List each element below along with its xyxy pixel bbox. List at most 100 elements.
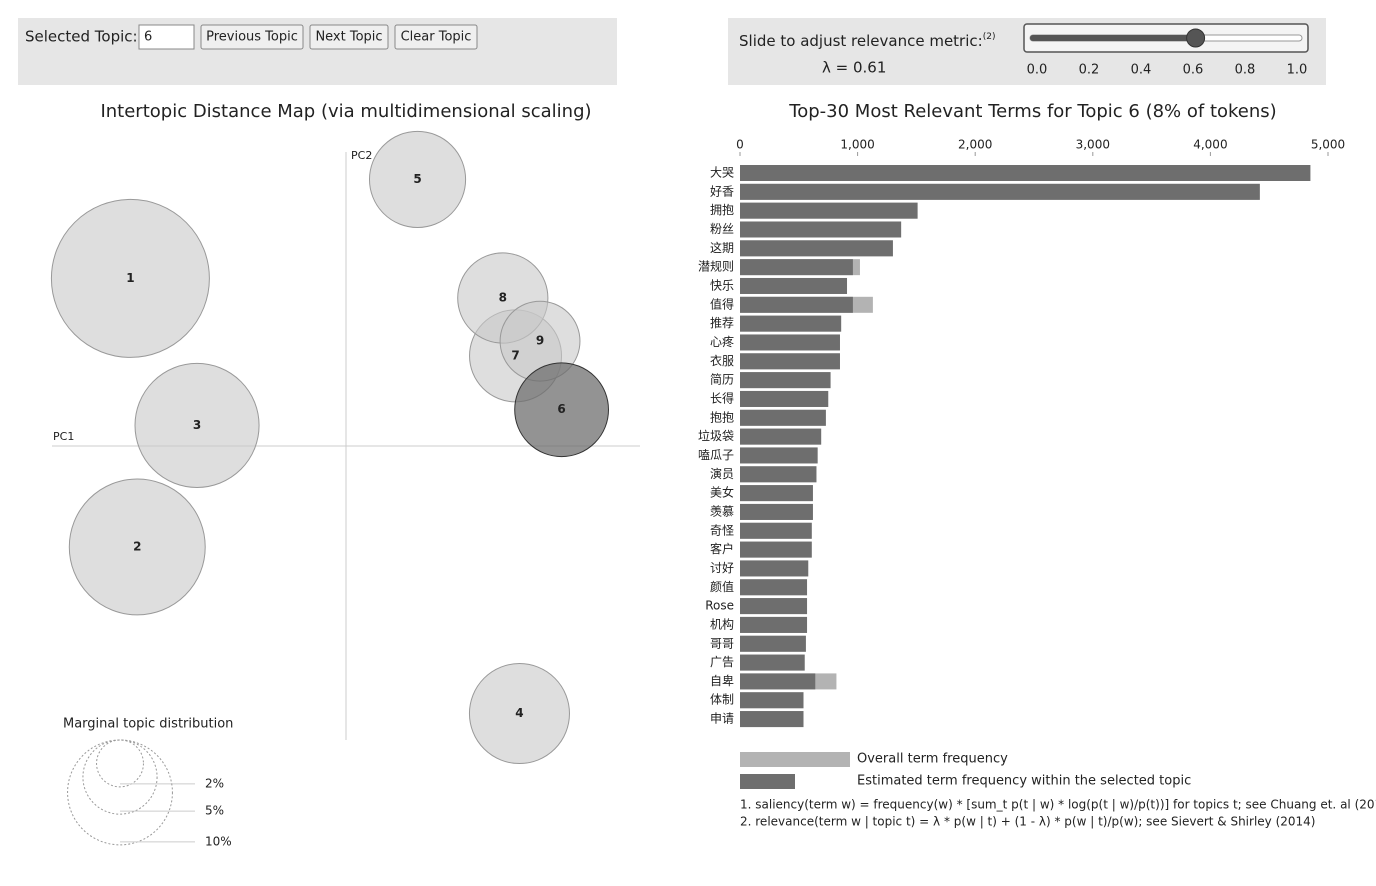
topic-label: 7: [511, 348, 519, 362]
slider-tick-label: 0.2: [1079, 63, 1100, 78]
topic-input[interactable]: 6: [138, 24, 195, 50]
x-axis-label: PC1: [53, 430, 74, 443]
topic-label: 8: [499, 291, 507, 305]
size-legend-label: 2%: [205, 776, 224, 790]
term-label: 粉丝: [710, 222, 734, 236]
term-bar: [740, 541, 812, 558]
term-label: 客户: [710, 541, 734, 556]
topic-label: 6: [557, 402, 565, 416]
slider-note: (2): [983, 32, 996, 42]
term-bar: [740, 503, 813, 520]
footnote: 1. saliency(term w) = frequency(w) * [su…: [740, 798, 1376, 812]
y-axis-label: PC2: [351, 149, 372, 162]
previous-button[interactable]: Previous Topic: [200, 24, 304, 50]
term-bar: [740, 711, 804, 728]
legend-label: Overall term frequency: [857, 752, 1008, 767]
footnote: 2. relevance(term w | topic t) = λ * p(w…: [740, 815, 1315, 829]
term-bar: [740, 692, 804, 709]
size-legend-label: 5%: [205, 804, 224, 818]
size-legend-title: Marginal topic distribution: [63, 717, 233, 732]
slider-tick-label: 0.8: [1235, 63, 1256, 78]
term-label: 奇怪: [710, 523, 734, 537]
button-label: Next Topic: [315, 30, 382, 45]
term-bar: [740, 259, 853, 276]
term-label: 广告: [710, 655, 734, 669]
term-label: 值得: [710, 296, 734, 311]
topic-label: 1: [126, 271, 134, 285]
term-bar: [740, 353, 840, 370]
term-bar: [740, 466, 817, 483]
term-bar: [740, 183, 1260, 200]
term-bar: [740, 428, 822, 445]
term-bar: [740, 240, 893, 257]
size-legend-circle: [96, 739, 144, 788]
term-bar: [740, 334, 840, 351]
term-label: 潜规则: [698, 259, 734, 274]
term-label: 机构: [710, 616, 734, 631]
topic-bubble: [50, 198, 210, 358]
slider-tick-label: 0.4: [1131, 63, 1152, 78]
term-label: 颜值: [710, 579, 734, 594]
topic-label: Selected Topic:: [25, 28, 138, 46]
legend-swatch: [740, 774, 795, 789]
slider-fill: [1030, 35, 1196, 41]
term-bar: [740, 654, 805, 671]
next-button[interactable]: Next Topic: [309, 24, 389, 50]
slider-tick-label: 1.0: [1287, 63, 1308, 78]
term-bar: [740, 372, 831, 389]
size-legend-circle: [82, 739, 158, 815]
term-label: 快乐: [710, 278, 734, 292]
term-label: 自卑: [710, 673, 734, 688]
topic-bubble: [68, 478, 206, 616]
topic-bubble: [368, 130, 467, 228]
term-bar: [740, 202, 918, 219]
term-label: 哥哥: [710, 636, 734, 650]
term-label: 大哭: [710, 166, 734, 180]
slider-tick-label: 0.6: [1183, 63, 1204, 78]
topic-bubble: [134, 362, 260, 488]
term-bar: [740, 616, 808, 633]
topic-label: 9: [536, 334, 544, 348]
topic-label: 5: [413, 172, 421, 186]
term-bar: [740, 277, 848, 294]
term-bar: [740, 315, 842, 332]
button-label: Clear Topic: [401, 30, 472, 45]
term-bar: [740, 221, 902, 238]
legend-label: Estimated term frequency within the sele…: [857, 774, 1191, 789]
term-label: 讨好: [710, 561, 734, 575]
term-label: 嗑瓜子: [698, 448, 734, 462]
term-bar: [740, 165, 1311, 181]
term-bar: [740, 635, 806, 652]
bar-title: Top-30 Most Relevant Terms for Topic 6 (…: [788, 101, 1276, 122]
topic-label: 4: [515, 706, 523, 720]
x-tick-label: 5,000: [1311, 138, 1345, 152]
x-tick-label: 2,000: [958, 138, 992, 152]
size-legend-circle: [67, 739, 173, 846]
term-label: 长得: [710, 390, 734, 405]
term-label: 垃圾袋: [698, 428, 734, 443]
term-label: 美女: [710, 485, 734, 500]
term-bar: [740, 673, 816, 690]
slider-handle[interactable]: [1186, 28, 1206, 48]
term-bar: [740, 560, 809, 577]
term-label: 羡慕: [710, 503, 734, 518]
term-bar: [740, 522, 812, 539]
term-bar: [740, 409, 826, 426]
slider-tick-label: 0.0: [1027, 63, 1048, 78]
lambda-label: λ = 0.61: [822, 59, 886, 77]
term-label: 申请: [710, 712, 734, 726]
slider-title: Slide to adjust relevance metric:(2): [739, 32, 995, 50]
topic-bubble: [468, 663, 570, 765]
term-bar: [740, 390, 829, 407]
button-label: Previous Topic: [206, 30, 298, 45]
term-label: 演员: [710, 466, 734, 481]
term-label: 抱抱: [710, 409, 734, 424]
x-tick-label: 0: [736, 138, 744, 152]
slider-title-text: Slide to adjust relevance metric:: [739, 32, 983, 50]
term-bar: [740, 598, 808, 615]
clear-button[interactable]: Clear Topic: [394, 24, 478, 50]
x-tick-label: 4,000: [1193, 138, 1227, 152]
term-label: 体制: [710, 693, 734, 707]
